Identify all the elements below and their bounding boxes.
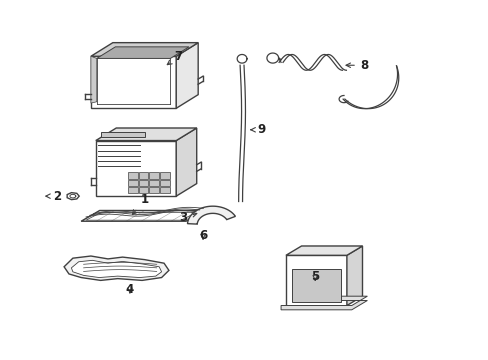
Polygon shape [281,296,366,310]
Bar [128,180,138,186]
Polygon shape [91,42,198,56]
Polygon shape [91,56,176,108]
Polygon shape [176,128,196,196]
Bar [101,132,144,137]
Text: 3: 3 [179,211,196,224]
Polygon shape [91,56,97,103]
Polygon shape [346,246,362,306]
Polygon shape [285,246,362,255]
Bar [139,172,148,179]
Text: 1: 1 [132,193,148,215]
Text: 6: 6 [199,229,207,242]
Text: 8: 8 [346,59,367,72]
Polygon shape [64,256,168,280]
Polygon shape [96,140,176,196]
Polygon shape [96,128,196,140]
Polygon shape [176,42,198,108]
Text: 2: 2 [46,190,61,203]
Polygon shape [285,255,346,306]
Polygon shape [86,213,196,220]
Text: 7: 7 [167,50,183,65]
Bar [128,172,138,179]
Bar [160,172,169,179]
Text: 4: 4 [125,283,134,296]
Polygon shape [187,206,235,224]
Bar [128,187,138,193]
Bar [160,180,169,186]
Text: 9: 9 [250,123,265,136]
Polygon shape [67,193,79,200]
Text: 5: 5 [310,270,319,283]
Bar [291,269,340,302]
Bar [149,180,159,186]
Polygon shape [97,47,189,58]
Bar [149,172,159,179]
Bar [149,187,159,193]
Polygon shape [71,260,161,278]
Bar [160,187,169,193]
Bar [139,180,148,186]
Polygon shape [81,211,204,221]
Bar [139,187,148,193]
